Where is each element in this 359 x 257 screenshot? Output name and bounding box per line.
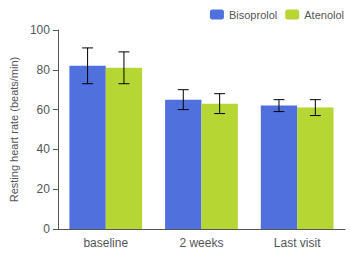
svg-text:60: 60: [37, 103, 51, 117]
svg-text:80: 80: [37, 63, 51, 77]
svg-text:0: 0: [43, 222, 50, 236]
svg-text:40: 40: [37, 142, 51, 156]
svg-text:20: 20: [37, 182, 51, 196]
svg-text:Last visit: Last visit: [274, 236, 321, 250]
svg-text:100: 100: [30, 23, 50, 37]
svg-text:Bisoprolol: Bisoprolol: [229, 9, 277, 21]
svg-text:baseline: baseline: [83, 236, 128, 250]
svg-text:Atenolol: Atenolol: [304, 9, 344, 21]
svg-text:2 weeks: 2 weeks: [179, 236, 223, 250]
svg-text:Resting heart rate (beats/min): Resting heart rate (beats/min): [8, 57, 20, 203]
